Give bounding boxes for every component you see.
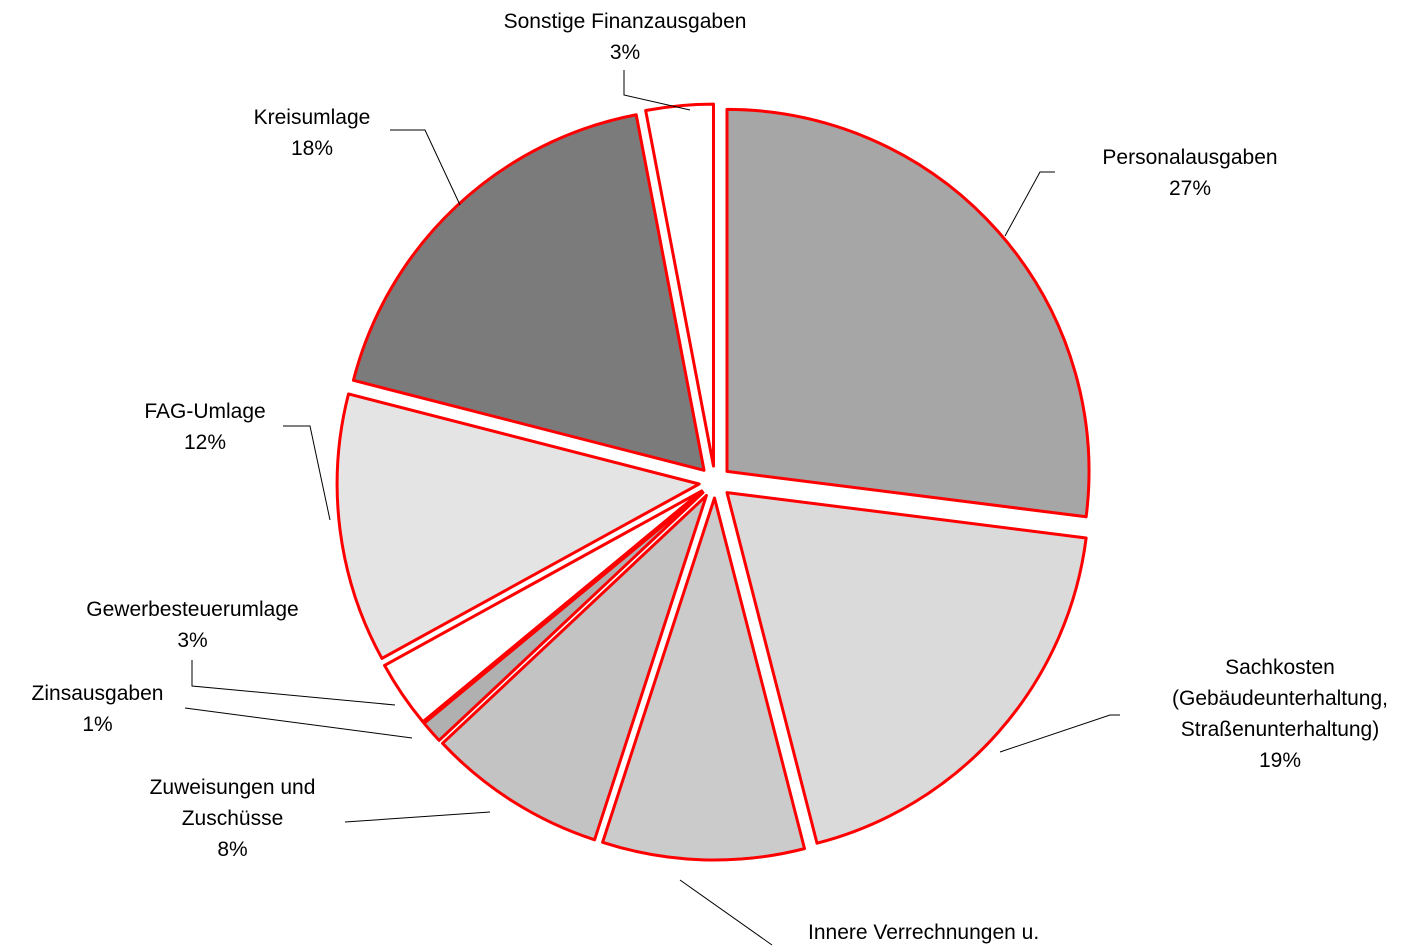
value-label: 3% bbox=[177, 629, 208, 652]
value-label: 19% bbox=[1258, 749, 1302, 772]
category-label: Kreisumlage bbox=[253, 106, 371, 129]
category-label: FAG-Umlage bbox=[144, 400, 266, 423]
value-label: 1% bbox=[82, 713, 113, 736]
leader-line bbox=[999, 714, 1120, 753]
value-label: 8% bbox=[217, 838, 248, 861]
value-label: 18% bbox=[290, 137, 334, 160]
category-label: Sonstige Finanzausgaben bbox=[503, 10, 747, 33]
pie-slice bbox=[422, 491, 705, 742]
slice-label: Gewerbesteuerumlage 3% bbox=[45, 594, 340, 656]
slice-label: Personalausgaben 27% bbox=[1080, 142, 1300, 204]
pie-slice bbox=[725, 107, 1091, 519]
leader-line bbox=[623, 70, 691, 111]
category-label: Zinsausgaben bbox=[31, 682, 164, 705]
pie-slice bbox=[725, 491, 1088, 845]
slice-label: FAG-Umlage 12% bbox=[115, 396, 295, 458]
pie-slice bbox=[383, 489, 704, 724]
leader-line bbox=[344, 811, 491, 823]
category-label: Personalausgaben bbox=[1102, 146, 1278, 169]
leader-line bbox=[390, 129, 461, 206]
leader-line bbox=[679, 879, 773, 946]
pie-slice bbox=[335, 392, 701, 660]
slice-label: Zinsausgaben 1% bbox=[5, 678, 190, 740]
leader-line bbox=[283, 425, 331, 521]
pie-slice bbox=[351, 113, 706, 472]
pie-slice bbox=[601, 496, 807, 862]
leader-line bbox=[1004, 171, 1055, 237]
category-label: Innere Verrechnungen u. bbox=[808, 921, 1040, 944]
category-label: Zuweisungen und Zuschüsse bbox=[149, 776, 316, 830]
slice-label: Sachkosten (Gebäudeunterhaltung, Straßen… bbox=[1120, 652, 1421, 776]
value-label: 3% bbox=[609, 41, 641, 64]
slice-label: Kreisumlage 18% bbox=[222, 102, 402, 164]
pie-slice bbox=[644, 102, 715, 468]
leader-line bbox=[191, 660, 396, 706]
category-label: Sachkosten (Gebäudeunterhaltung, Straßen… bbox=[1172, 656, 1388, 741]
leader-line bbox=[184, 707, 413, 739]
slice-label: Zuweisungen und Zuschüsse 8% bbox=[115, 772, 350, 865]
pie-slice bbox=[441, 494, 708, 842]
value-label: 12% bbox=[183, 431, 227, 454]
slice-label: Sonstige Finanzausgaben 3% bbox=[440, 6, 810, 68]
value-label: 27% bbox=[1168, 177, 1212, 200]
slice-label: Innere Verrechnungen u. bbox=[808, 917, 1208, 948]
category-label: Gewerbesteuerumlage bbox=[86, 598, 299, 621]
